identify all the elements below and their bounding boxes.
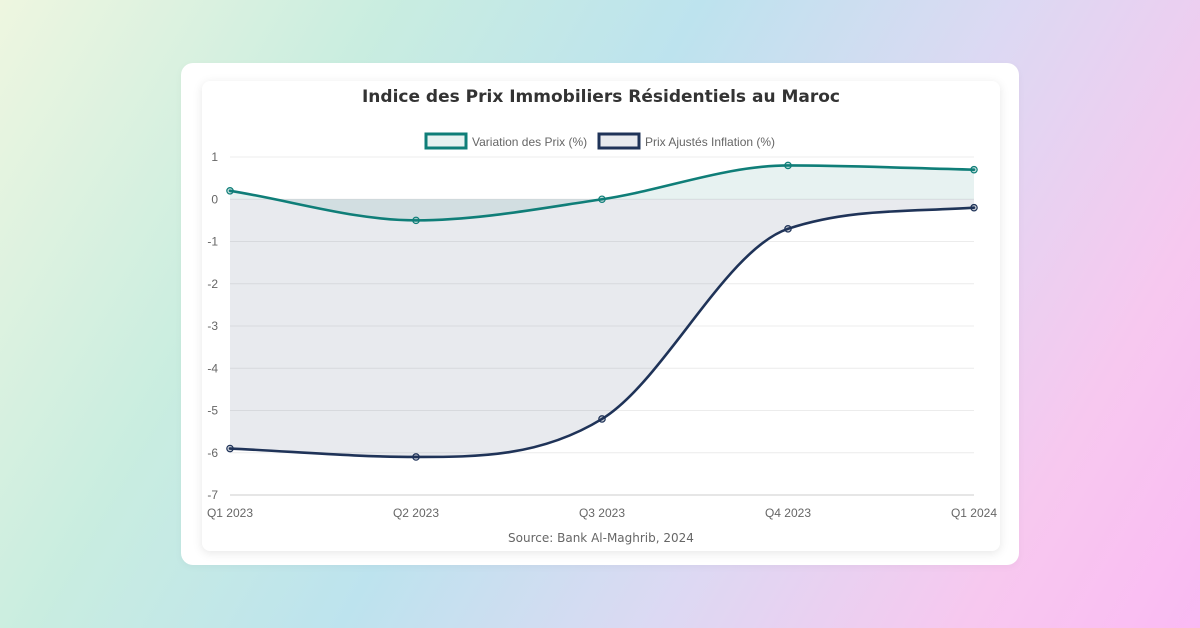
chart-title: Indice des Prix Immobiliers Résidentiels… — [362, 87, 840, 107]
x-axis: Q1 2023 Q2 2023 Q3 2023 Q4 2023 Q1 2024 — [207, 506, 997, 520]
y-tick-label: -1 — [207, 235, 218, 249]
y-tick-label: -5 — [207, 404, 218, 418]
y-axis: 1 0 -1 -2 -3 -4 -5 -6 -7 — [207, 150, 218, 502]
data-point — [970, 203, 978, 212]
y-tick-label: 0 — [211, 192, 218, 206]
y-tick-label: 1 — [211, 150, 218, 164]
chart-source: Source: Bank Al-Maghrib, 2024 — [508, 531, 694, 545]
series-area — [230, 199, 974, 457]
data-point — [598, 195, 606, 204]
legend-label-inflation: Prix Ajustés Inflation (%) — [645, 135, 775, 149]
series-line — [228, 164, 976, 222]
data-point — [970, 165, 978, 174]
data-point — [784, 225, 792, 233]
legend-label-variation: Variation des Prix (%) — [472, 135, 587, 149]
legend-swatch-inflation — [597, 132, 641, 150]
series-line — [228, 206, 976, 459]
y-tick-label: -3 — [207, 319, 218, 333]
x-tick-label: Q4 2023 — [765, 506, 811, 520]
x-tick-label: Q1 2023 — [207, 506, 253, 520]
data-point — [226, 444, 234, 453]
legend-swatch-variation — [424, 132, 468, 150]
data-point — [226, 187, 234, 195]
y-tick-label: -7 — [207, 488, 218, 502]
legend: Variation des Prix (%) Prix Ajustés Infl… — [424, 132, 775, 150]
y-tick-label: -2 — [207, 277, 218, 291]
data-point — [598, 415, 606, 423]
series-area — [230, 165, 974, 221]
data-point — [784, 161, 792, 170]
grid — [230, 156, 974, 496]
x-tick-label: Q2 2023 — [393, 506, 439, 520]
chart-card — [202, 81, 1000, 551]
data-point — [412, 216, 420, 225]
x-tick-label: Q1 2024 — [951, 506, 997, 520]
x-tick-label: Q3 2023 — [579, 506, 625, 520]
data-point — [412, 453, 420, 461]
legend-item-variation[interactable]: Variation des Prix (%) — [424, 132, 587, 150]
y-tick-label: -6 — [207, 446, 218, 460]
legend-item-inflation[interactable]: Prix Ajustés Inflation (%) — [597, 132, 775, 150]
y-tick-label: -4 — [207, 361, 218, 375]
series-layer — [226, 161, 978, 461]
